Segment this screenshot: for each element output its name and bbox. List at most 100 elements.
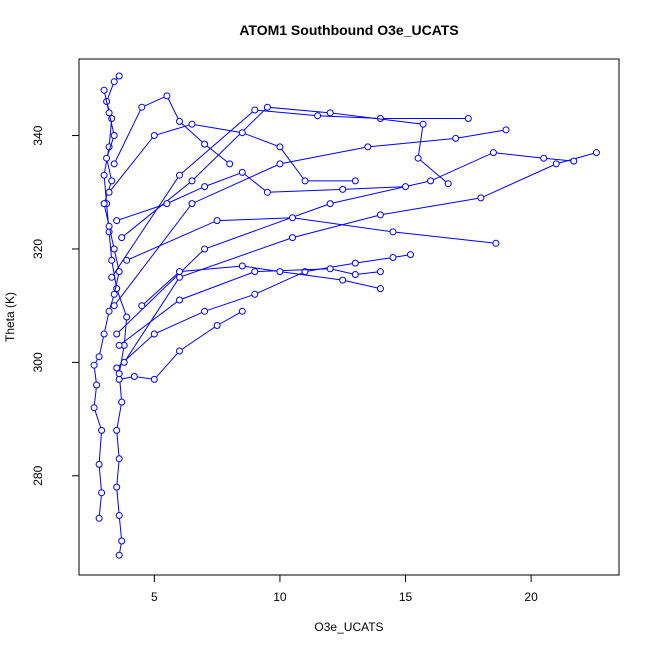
data-point — [314, 112, 322, 120]
data-point — [492, 239, 500, 247]
data-point — [326, 109, 334, 117]
data-point — [251, 268, 259, 276]
data-point — [540, 154, 548, 162]
data-point — [150, 132, 158, 139]
series-13 — [113, 168, 409, 225]
data-point — [201, 140, 209, 148]
data-point — [201, 245, 209, 253]
data-point — [389, 254, 397, 261]
y-axis-label: Theta (K) — [3, 292, 17, 342]
data-point — [238, 307, 246, 315]
data-point — [176, 347, 183, 355]
data-point — [201, 307, 209, 315]
y-tick-label: 280 — [31, 465, 45, 485]
x-tick-label: 10 — [273, 590, 287, 604]
data-point — [118, 234, 126, 242]
series-line — [141, 265, 381, 307]
data-point — [419, 120, 427, 128]
data-point — [93, 381, 101, 389]
data-point — [301, 177, 309, 185]
data-point — [105, 222, 113, 230]
data-point — [552, 160, 560, 168]
data-point — [103, 154, 111, 162]
data-point — [464, 115, 472, 122]
plot-area — [78, 58, 620, 576]
series-10 — [138, 262, 384, 310]
data-point — [502, 126, 510, 134]
data-point — [108, 273, 116, 281]
series-11 — [118, 103, 452, 242]
data-point — [276, 268, 284, 276]
series-1 — [100, 72, 131, 559]
data-point — [176, 171, 183, 179]
data-point — [188, 200, 196, 208]
series-line — [126, 217, 496, 261]
data-point — [402, 183, 409, 191]
data-point — [150, 330, 158, 338]
data-point — [105, 188, 113, 196]
data-point — [110, 132, 118, 139]
data-point — [100, 200, 108, 208]
data-point — [115, 512, 123, 519]
series-6 — [113, 149, 578, 338]
data-point — [176, 296, 183, 304]
data-point — [351, 259, 359, 267]
data-point — [427, 177, 435, 185]
chart-title: ATOM1 Southbound O3e_UCATS — [239, 22, 458, 38]
data-point — [123, 313, 131, 321]
data-point — [238, 129, 246, 137]
series-4 — [115, 265, 384, 349]
data-point — [105, 307, 113, 315]
y-tick-label: 300 — [31, 352, 45, 372]
data-point — [276, 143, 284, 151]
data-point — [90, 404, 98, 412]
data-point — [251, 106, 259, 114]
data-point — [130, 373, 138, 380]
data-point — [176, 117, 183, 125]
x-tick-label: 15 — [399, 590, 413, 604]
series-line — [113, 129, 507, 307]
x-tick-label: 20 — [524, 590, 538, 604]
data-point — [110, 302, 118, 310]
data-point — [115, 370, 123, 378]
data-point — [110, 160, 118, 168]
data-point — [477, 194, 485, 202]
data-point — [213, 217, 221, 225]
series-line — [123, 152, 597, 363]
data-point — [444, 180, 452, 188]
data-point — [115, 455, 123, 463]
data-point — [376, 211, 384, 219]
series-3 — [113, 251, 414, 372]
series-line — [113, 95, 231, 165]
data-point — [339, 185, 347, 193]
data-point — [163, 200, 171, 208]
series-line — [116, 254, 411, 369]
data-point — [100, 86, 108, 94]
series-8 — [108, 106, 472, 281]
data-point — [115, 551, 123, 559]
series-9 — [123, 214, 500, 264]
data-point — [115, 375, 123, 383]
x-axis-label: O3e_UCATS — [314, 620, 383, 634]
data-point — [376, 268, 384, 276]
data-point — [213, 322, 221, 329]
data-point — [452, 134, 460, 142]
data-point — [263, 188, 271, 196]
data-point — [100, 330, 108, 338]
data-point — [351, 271, 359, 278]
data-point — [105, 109, 113, 117]
data-point — [226, 160, 234, 168]
data-point — [95, 460, 103, 468]
data-point — [176, 268, 183, 276]
data-point — [110, 245, 118, 253]
data-point — [238, 168, 246, 176]
y-tick-label: 320 — [31, 239, 45, 259]
series-14 — [115, 307, 246, 383]
series-line — [118, 268, 381, 346]
data-point — [115, 268, 123, 276]
data-point — [376, 285, 384, 293]
data-point — [113, 483, 121, 491]
data-point — [95, 353, 103, 361]
series-15 — [110, 92, 234, 168]
data-point — [289, 234, 296, 242]
